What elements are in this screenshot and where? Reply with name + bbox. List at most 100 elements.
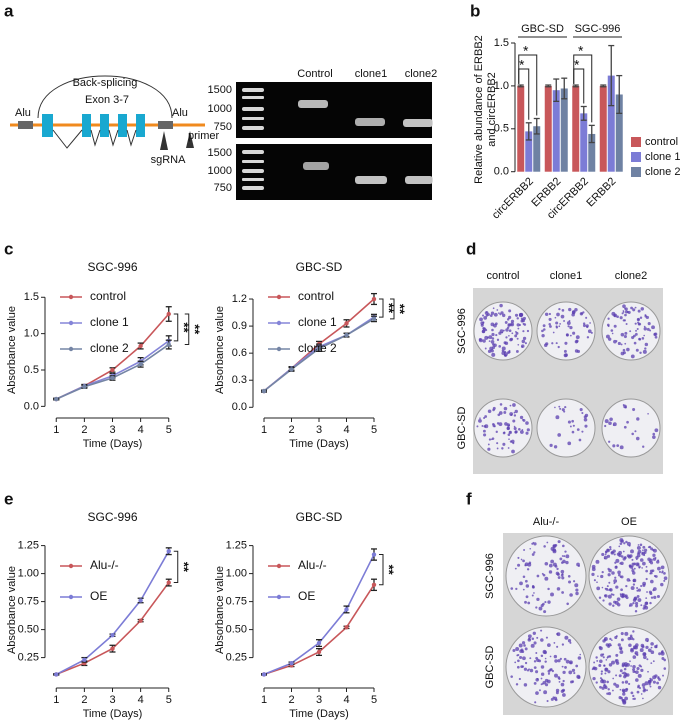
colony [632, 655, 637, 659]
colony [582, 324, 586, 328]
colony [620, 332, 625, 337]
colony [523, 683, 528, 687]
colony [609, 637, 612, 641]
colony [616, 315, 619, 319]
colony [636, 553, 641, 558]
point [316, 649, 322, 655]
colony [557, 540, 561, 544]
colony [526, 329, 530, 333]
ladder-label: 750 [214, 182, 232, 194]
x-axis-label: Time (Days) [289, 708, 348, 720]
colony [563, 555, 566, 558]
colony [591, 572, 595, 577]
colony [540, 683, 543, 686]
colony [559, 657, 562, 661]
ladder-label: 1000 [208, 165, 232, 177]
colony [642, 445, 645, 448]
colony [649, 685, 652, 688]
colony [491, 352, 496, 357]
colony [642, 697, 644, 700]
colony [640, 307, 644, 311]
colony [567, 441, 572, 446]
colony [507, 315, 512, 320]
colony [604, 672, 607, 675]
colony [645, 569, 648, 573]
colony [581, 411, 584, 415]
y-tick-label: 1.25 [18, 540, 39, 552]
colony [526, 568, 530, 571]
colony [560, 314, 565, 319]
colony [575, 591, 579, 596]
colony [629, 330, 632, 333]
legend-label: clone 1 [645, 151, 680, 163]
colony [635, 678, 639, 682]
colony [502, 431, 506, 435]
colony [560, 569, 565, 574]
colony [498, 345, 502, 348]
diagram-label: Exon 3-7 [85, 94, 129, 106]
colony [586, 336, 590, 339]
column-label: OE [621, 516, 637, 528]
exon [136, 114, 145, 137]
colony [482, 326, 486, 330]
colony [501, 331, 504, 334]
colony [489, 314, 493, 317]
colony [615, 674, 618, 677]
colony [635, 604, 639, 608]
colony [575, 335, 580, 340]
colony [548, 317, 552, 321]
colony [623, 556, 627, 560]
colony [524, 579, 528, 583]
colony [556, 645, 559, 648]
colony [637, 309, 641, 313]
y-tick-label: 0.50 [18, 624, 39, 636]
dish [601, 398, 661, 458]
colony [634, 306, 637, 309]
y-tick-label: 1.25 [226, 540, 247, 552]
colony [515, 350, 519, 353]
colony [520, 344, 525, 348]
colony [525, 431, 529, 435]
colony [612, 677, 615, 680]
colony [636, 417, 640, 421]
colony [600, 574, 604, 579]
colony [579, 653, 582, 656]
colony [510, 587, 514, 590]
chart-title: SGC-996 [87, 260, 137, 274]
colony [533, 641, 537, 645]
colony [554, 659, 558, 663]
colony [571, 419, 574, 423]
colony [534, 701, 537, 704]
colony [602, 653, 605, 656]
colony [612, 444, 616, 448]
colony [503, 352, 508, 357]
colony [627, 310, 631, 314]
colony [590, 331, 593, 334]
colony [621, 681, 625, 684]
colony [612, 689, 614, 692]
colony [543, 610, 547, 614]
colony [517, 654, 520, 656]
colony [555, 691, 559, 695]
colony [518, 313, 523, 318]
colony [623, 674, 627, 679]
colony [622, 671, 626, 675]
exon [118, 114, 127, 137]
colony [519, 415, 524, 420]
colony [532, 541, 535, 544]
y-tick-label: 0.5 [494, 123, 509, 135]
colony [637, 588, 641, 592]
colony [543, 328, 546, 331]
colony [533, 666, 537, 669]
colony [623, 425, 627, 429]
colony [613, 324, 617, 328]
colony [630, 648, 634, 653]
colony [602, 599, 605, 602]
colony [533, 542, 537, 546]
colony [638, 322, 642, 326]
point [316, 346, 322, 351]
colony [564, 635, 569, 640]
colony [606, 680, 609, 684]
colony [641, 567, 643, 569]
legend-label: clone 1 [298, 315, 337, 329]
